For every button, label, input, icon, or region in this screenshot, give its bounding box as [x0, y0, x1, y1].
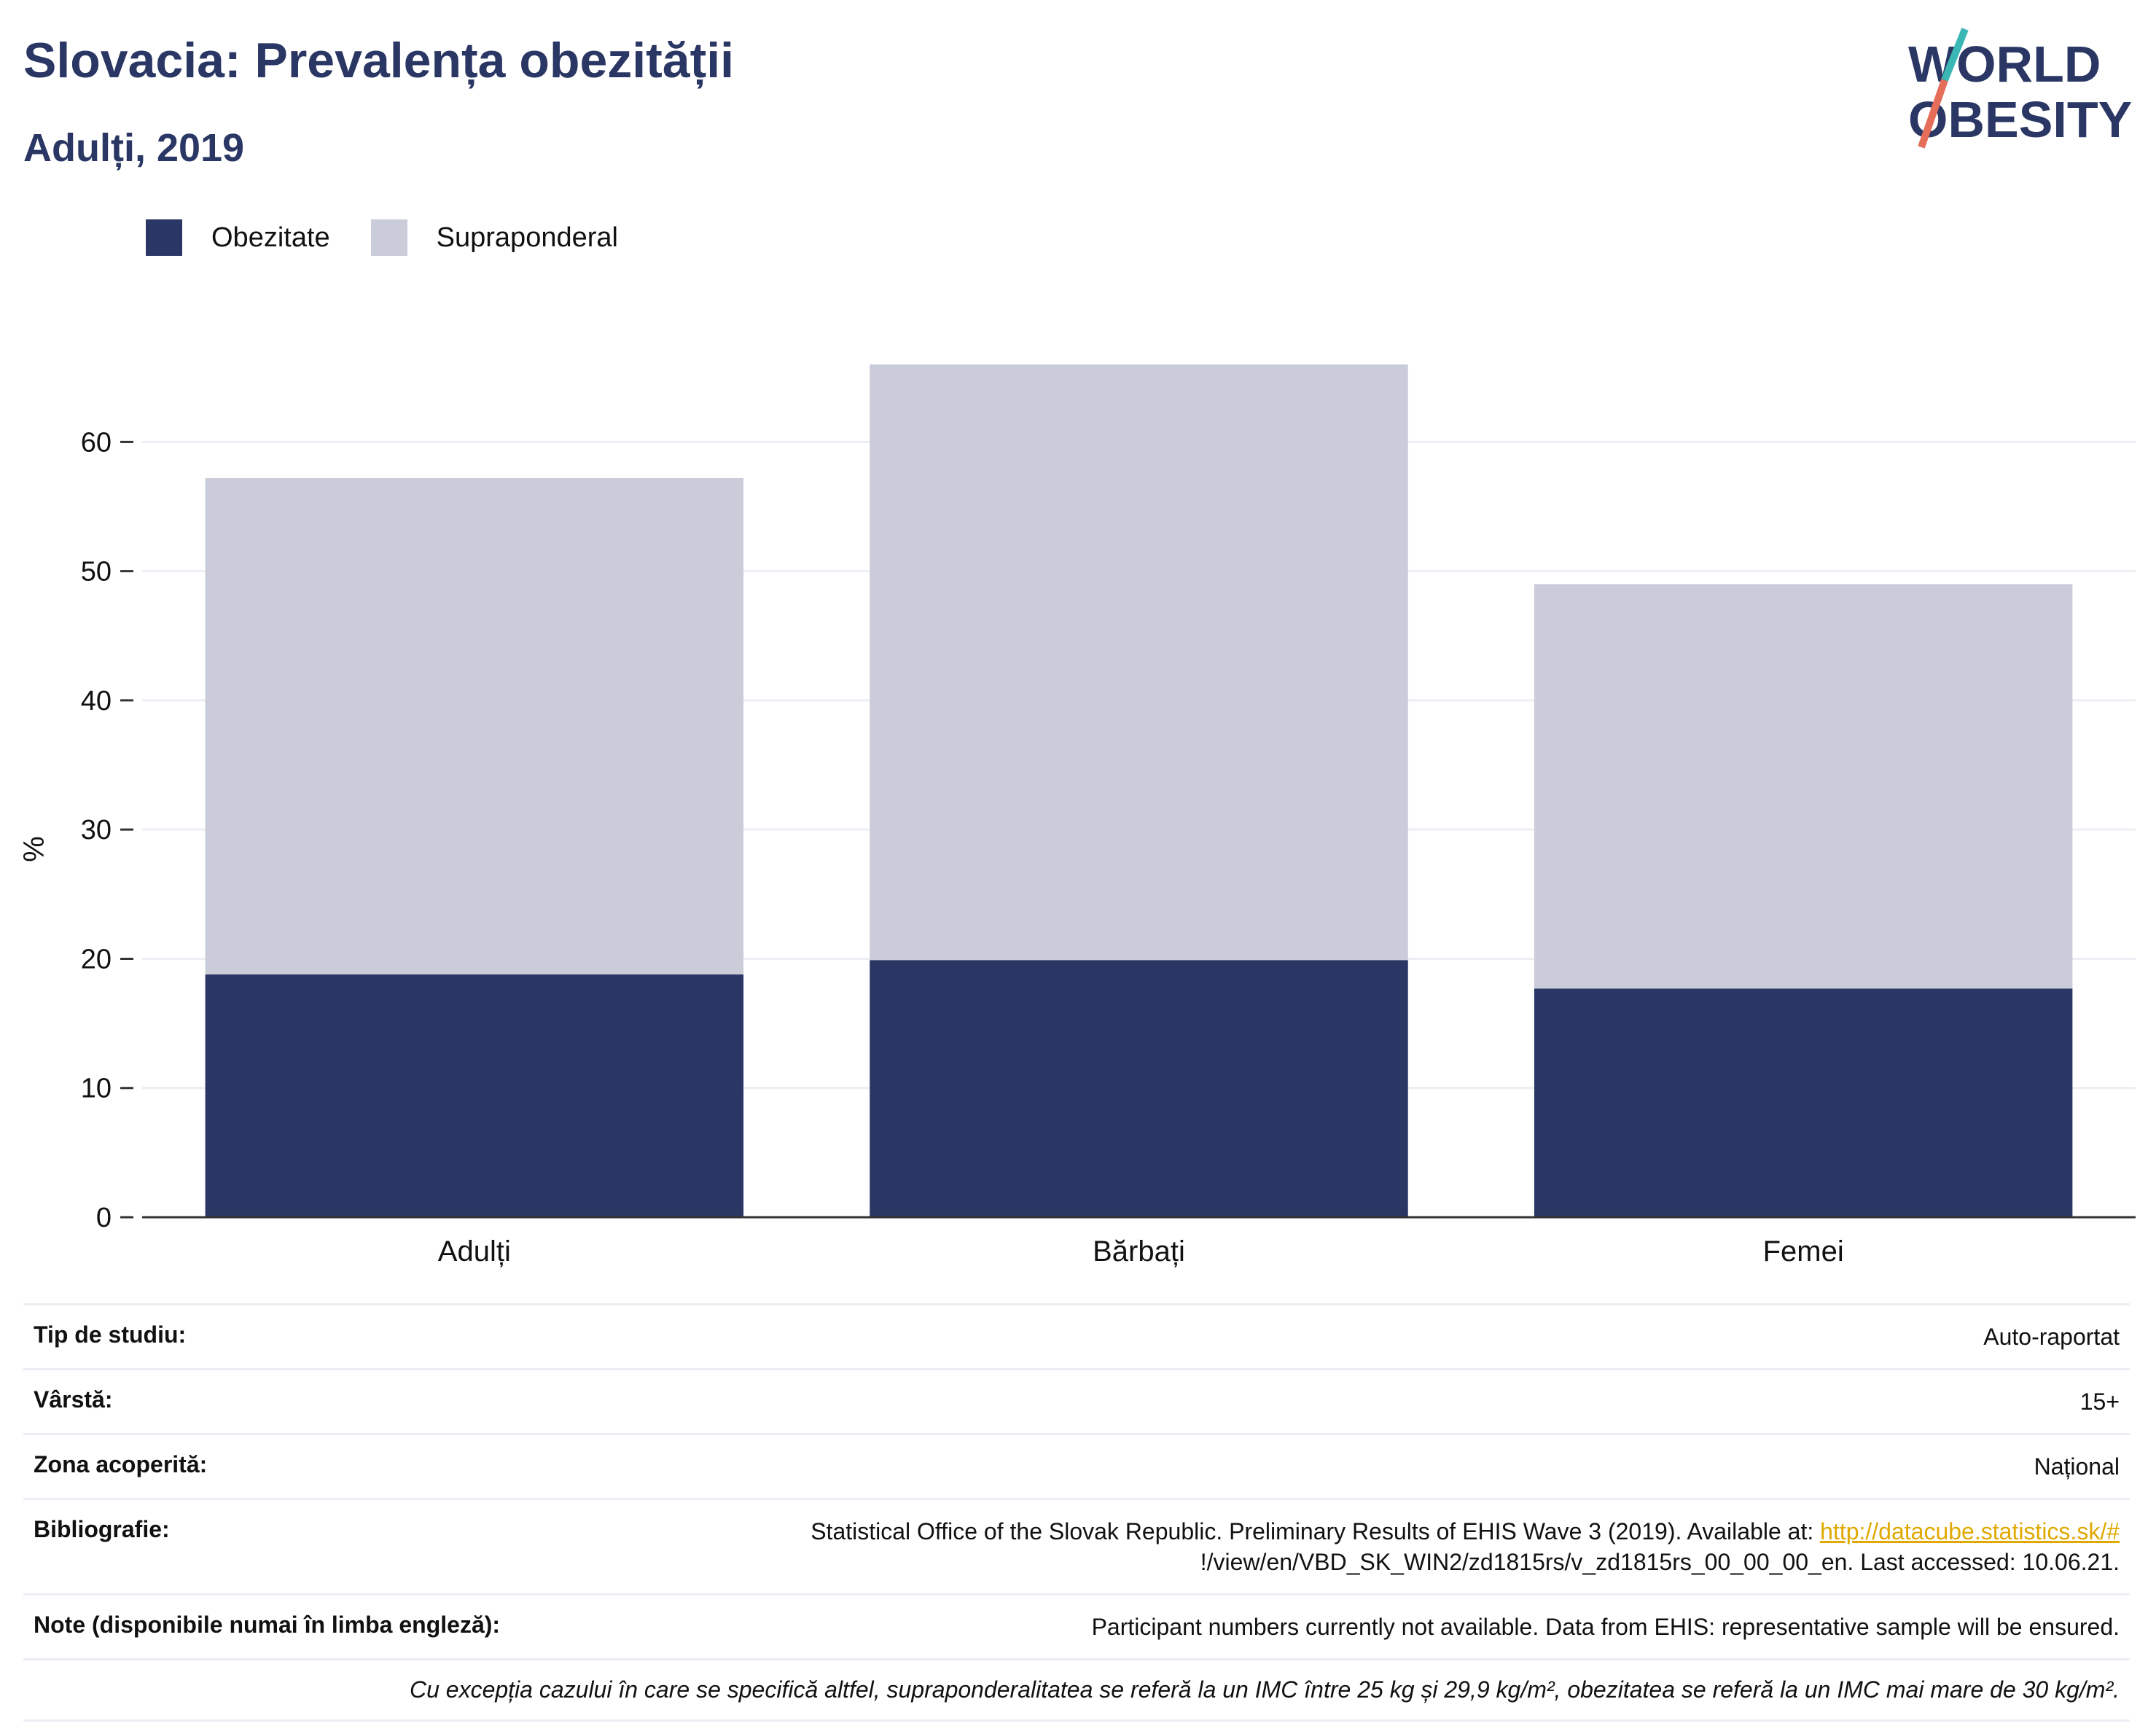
info-row-study-type: Tip de studiu: Auto-raportat: [23, 1303, 2130, 1368]
x-tick-label: Bărbați: [1093, 1235, 1185, 1268]
svg-text:OBESITY: OBESITY: [1908, 91, 2132, 148]
legend-label-obesity: Obezitate: [211, 222, 330, 253]
chart-title: Slovacia: Prevalența obezității: [23, 33, 735, 88]
legend-item-obesity[interactable]: Obezitate: [146, 219, 330, 256]
bibliography-link[interactable]: http://datacube.statistics.sk/#: [1820, 1518, 2120, 1544]
world-obesity-logo: WORLD OBESITY: [1908, 28, 2132, 149]
y-axis-label: %: [18, 836, 50, 862]
y-tick-label: 60: [81, 427, 112, 458]
y-tick-label: 30: [81, 815, 112, 845]
chart-legend: Obezitate Supraponderal: [146, 216, 659, 259]
bars: [205, 364, 2073, 1217]
info-row-age: Vârstă: 15+: [23, 1368, 2130, 1433]
bar-overweight[interactable]: [870, 364, 1408, 961]
notes-label: Note (disponibile numai în limba engleză…: [34, 1612, 501, 1638]
notes-value: Participant numbers currently not availa…: [1091, 1614, 2120, 1640]
bar-obesity[interactable]: [205, 974, 744, 1217]
info-row-bibliography: Bibliografie: Statistical Office of the …: [23, 1498, 2130, 1593]
chart-subtitle: Adulți, 2019: [23, 126, 245, 170]
bar-obesity[interactable]: [870, 960, 1408, 1217]
y-tick-label: 0: [96, 1203, 112, 1233]
legend-label-overweight: Supraponderal: [436, 222, 618, 253]
bar-overweight[interactable]: [205, 478, 744, 975]
coverage-value: Național: [2034, 1453, 2120, 1480]
svg-text:WORLD: WORLD: [1908, 36, 2101, 93]
age-label: Vârstă:: [34, 1386, 113, 1413]
study-type-label: Tip de studiu:: [34, 1321, 187, 1348]
legend-item-overweight[interactable]: Supraponderal: [370, 219, 618, 256]
x-tick-label: Adulți: [438, 1235, 511, 1268]
info-row-coverage: Zona acoperită: Național: [23, 1433, 2130, 1498]
legend-swatch-overweight: [370, 219, 407, 256]
coverage-label: Zona acoperită:: [34, 1451, 208, 1477]
y-tick-label: 20: [81, 944, 112, 975]
stacked-bar-chart: 0 10 20 30 40 50 60 Adulți Bărbați Femei %: [18, 364, 2136, 1268]
info-row-notes: Note (disponibile numai în limba engleză…: [23, 1593, 2130, 1658]
info-table: Tip de studiu: Auto-raportat Vârstă: 15+…: [23, 1303, 2130, 1722]
x-tick-label: Femei: [1763, 1235, 1844, 1268]
y-tick-labels: 0 10 20 30 40 50 60: [81, 427, 133, 1233]
bar-obesity[interactable]: [1534, 988, 2073, 1217]
x-tick-labels: Adulți Bărbați Femei: [438, 1235, 1844, 1268]
bibliography-text-2: !/view/en/VBD_SK_WIN2/zd1815rs/v_zd1815r…: [1200, 1549, 2120, 1575]
definition-footnote: Cu excepția cazului în care se specifică…: [23, 1658, 2130, 1722]
bibliography-value: Statistical Office of the Slovak Republi…: [811, 1516, 2120, 1577]
y-tick-label: 10: [81, 1074, 112, 1104]
bibliography-label: Bibliografie:: [34, 1516, 170, 1542]
y-tick-label: 40: [81, 686, 112, 716]
y-tick-label: 50: [81, 557, 112, 587]
bar-overweight[interactable]: [1534, 584, 2073, 989]
bibliography-text: Statistical Office of the Slovak Republi…: [811, 1518, 1821, 1544]
legend-swatch-obesity: [146, 219, 182, 256]
study-type-value: Auto-raportat: [1983, 1324, 2120, 1350]
age-value: 15+: [2079, 1389, 2120, 1415]
